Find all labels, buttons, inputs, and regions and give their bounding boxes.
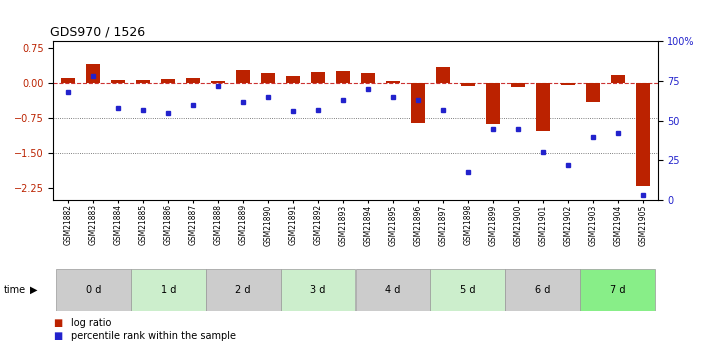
Bar [236, 70, 250, 83]
Bar [611, 75, 624, 83]
Bar [211, 81, 225, 83]
Bar [511, 83, 525, 87]
Bar [137, 80, 150, 83]
Text: ▶: ▶ [30, 285, 38, 295]
Text: 4 d: 4 d [385, 285, 400, 295]
Bar [186, 78, 200, 83]
Bar [411, 83, 424, 123]
Bar [436, 67, 450, 83]
Text: ■: ■ [53, 318, 63, 327]
Bar [586, 83, 599, 102]
Text: 3 d: 3 d [311, 285, 326, 295]
Bar [461, 83, 475, 86]
Bar [281, 269, 356, 310]
Bar [430, 269, 506, 310]
Bar [161, 79, 175, 83]
Text: 7 d: 7 d [610, 285, 626, 295]
Bar [205, 269, 281, 310]
Bar [61, 78, 75, 83]
Bar [261, 73, 275, 83]
Bar [356, 269, 430, 310]
Bar [636, 83, 650, 186]
Text: 5 d: 5 d [460, 285, 476, 295]
Bar [386, 81, 400, 83]
Text: ■: ■ [53, 332, 63, 341]
Text: log ratio: log ratio [71, 318, 112, 327]
Bar [336, 71, 350, 83]
Bar [287, 76, 300, 83]
Bar [536, 83, 550, 131]
Bar [131, 269, 205, 310]
Text: time: time [4, 285, 26, 295]
Text: GDS970 / 1526: GDS970 / 1526 [50, 26, 146, 39]
Bar [486, 83, 500, 124]
Bar [580, 269, 655, 310]
Text: 6 d: 6 d [535, 285, 550, 295]
Bar [506, 269, 580, 310]
Bar [56, 269, 131, 310]
Text: 1 d: 1 d [161, 285, 176, 295]
Bar [361, 73, 375, 83]
Bar [561, 83, 574, 85]
Bar [87, 64, 100, 83]
Bar [112, 80, 125, 83]
Bar [311, 72, 325, 83]
Text: 0 d: 0 d [85, 285, 101, 295]
Text: 2 d: 2 d [235, 285, 251, 295]
Text: percentile rank within the sample: percentile rank within the sample [71, 332, 236, 341]
